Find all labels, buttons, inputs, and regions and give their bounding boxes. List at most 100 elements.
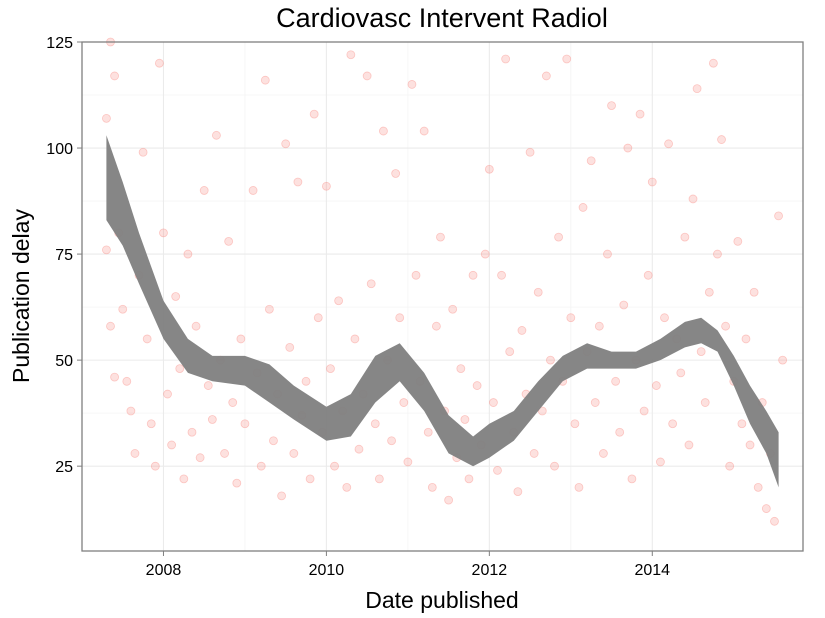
scatter-point: [183, 249, 193, 259]
scatter-point: [668, 419, 678, 429]
scatter-point: [362, 71, 372, 81]
scatter-point: [309, 109, 319, 119]
scatter-point: [102, 113, 111, 123]
scatter-point: [163, 389, 172, 399]
scatter-point: [505, 347, 515, 357]
scatter-point: [737, 419, 747, 429]
scatter-point: [228, 398, 238, 407]
scatter-point: [460, 415, 470, 424]
scatter-point: [171, 292, 181, 301]
scatter-point: [708, 58, 718, 68]
scatter-point: [570, 419, 580, 429]
scatter-point: [599, 449, 608, 458]
scatter-point: [541, 71, 551, 81]
y-tick-label: 25: [55, 459, 73, 476]
scatter-point: [374, 474, 384, 484]
scatter-point: [635, 109, 645, 119]
y-axis-title: Publication delay: [8, 209, 34, 383]
y-tick-label: 50: [55, 353, 73, 370]
scatter-point: [334, 296, 344, 306]
scatter-point: [546, 355, 555, 365]
scatter-point: [195, 453, 205, 463]
scatter-point: [256, 461, 266, 471]
scatter-point: [322, 181, 331, 191]
scatter-point: [550, 461, 559, 471]
scatter-point: [778, 355, 788, 365]
scatter-point: [350, 334, 360, 344]
scatter-point: [741, 334, 751, 344]
scatter-point: [619, 300, 629, 310]
scatter-point: [713, 249, 722, 259]
confidence-band: [106, 135, 779, 488]
scatter-point: [444, 495, 454, 505]
scatter-point: [537, 406, 547, 416]
scatter-point: [224, 236, 234, 246]
scatter-point: [411, 270, 421, 280]
scatter-point: [489, 398, 498, 407]
scatter-point: [733, 236, 743, 246]
scatter-point: [179, 474, 189, 484]
scatter-point: [407, 80, 417, 89]
scatter-point: [533, 287, 543, 297]
scatter-point: [721, 321, 731, 331]
scatter-point: [423, 427, 433, 437]
scatter-point: [480, 249, 490, 259]
scatter-point: [301, 376, 311, 386]
scatter-point: [749, 287, 759, 297]
smooth-band: [106, 135, 779, 488]
scatter-point: [774, 211, 783, 221]
scatter-point: [464, 474, 474, 484]
scatter-point: [696, 347, 706, 357]
scatter-point: [664, 139, 673, 149]
scatter-point: [660, 313, 669, 323]
grid-lines: [82, 41, 803, 551]
scatter-point: [676, 368, 686, 378]
plot-panel: [82, 42, 803, 551]
scatter-point: [203, 381, 213, 390]
scatter-point: [366, 279, 376, 289]
scatter-point: [130, 449, 140, 458]
y-tick-label: 75: [55, 247, 73, 264]
scatter-point: [313, 313, 323, 323]
scatter-point: [574, 482, 584, 492]
scatter-point: [590, 398, 600, 407]
scatter-point: [154, 58, 164, 68]
scatter-point: [594, 321, 604, 331]
x-tick-label: 2008: [146, 562, 182, 579]
scatter-point: [468, 270, 478, 280]
scatter-point: [187, 427, 197, 437]
scatter-point: [150, 461, 160, 471]
scatter-point: [305, 474, 315, 484]
scatter-point: [493, 466, 502, 475]
scatter-point: [277, 491, 286, 501]
scatter-point: [501, 54, 511, 64]
y-tick-label: 100: [46, 141, 73, 158]
scatter-point: [717, 135, 726, 144]
scatter-point: [342, 482, 352, 492]
plot-border: [81, 41, 804, 552]
scatter-point: [611, 376, 621, 386]
scatter-point: [431, 321, 441, 331]
y-axis: 25 50 75 100 125: [46, 35, 82, 476]
scatter-point: [159, 228, 168, 238]
scatter-point: [566, 313, 576, 323]
scatter-point: [264, 304, 274, 314]
scatter-point: [240, 419, 250, 429]
scatter-point: [770, 516, 779, 526]
x-tick-label: 2012: [472, 562, 508, 579]
scatter-point: [236, 334, 246, 344]
scatter-point: [497, 270, 506, 280]
scatter-point: [472, 381, 482, 390]
scatter-point: [484, 164, 494, 174]
scatter-point: [517, 326, 527, 335]
scatter-point: [656, 457, 665, 467]
scatter-point: [395, 313, 405, 323]
scatter-point: [725, 461, 735, 471]
scatter-point: [643, 270, 653, 280]
scatter-point: [513, 487, 523, 497]
scatter-point: [700, 398, 710, 407]
scatter-point: [761, 504, 771, 513]
scatter-point: [122, 376, 132, 386]
x-tick-label: 2014: [634, 562, 670, 579]
scatter-point: [399, 398, 409, 407]
